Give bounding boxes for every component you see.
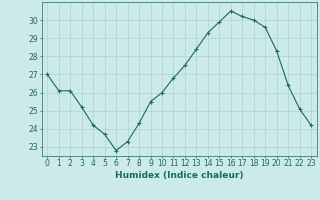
X-axis label: Humidex (Indice chaleur): Humidex (Indice chaleur)	[115, 171, 244, 180]
